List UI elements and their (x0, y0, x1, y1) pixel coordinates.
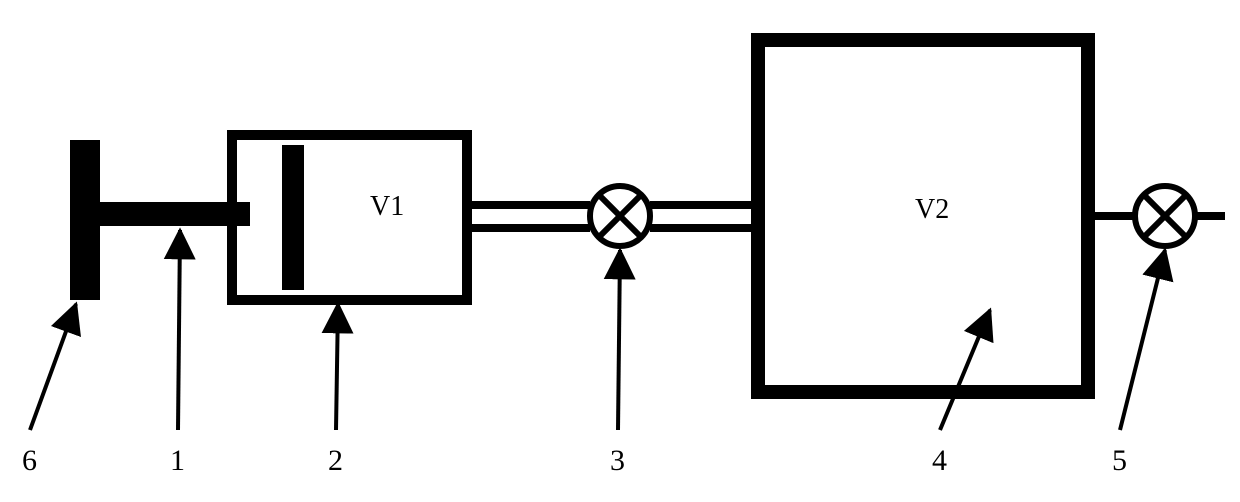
callout-number: 6 (22, 444, 37, 477)
callout-arrow (1120, 250, 1165, 430)
end-plate-6 (70, 140, 100, 300)
callout-number: 5 (1112, 444, 1127, 477)
volume-label-v2: V2 (915, 194, 949, 225)
callout-arrow (30, 304, 76, 430)
callout-number: 3 (610, 444, 625, 477)
cylinder-body-2 (232, 135, 467, 300)
callout-number: 1 (170, 444, 185, 477)
callout-arrow (618, 250, 620, 430)
callout-number: 4 (932, 444, 947, 477)
callout-arrows: 6 1 2 3 4 5 (22, 230, 1165, 477)
valve-3 (590, 186, 650, 246)
piston-head (282, 145, 304, 290)
schematic-diagram: V1 V2 6 1 2 3 4 5 (0, 0, 1240, 502)
callout-arrow (336, 304, 338, 430)
callout-arrow (178, 230, 180, 430)
callout-arrow (940, 310, 990, 430)
volume-label-v1: V1 (370, 191, 404, 222)
valve-5 (1135, 186, 1195, 246)
callout-number: 2 (328, 444, 343, 477)
